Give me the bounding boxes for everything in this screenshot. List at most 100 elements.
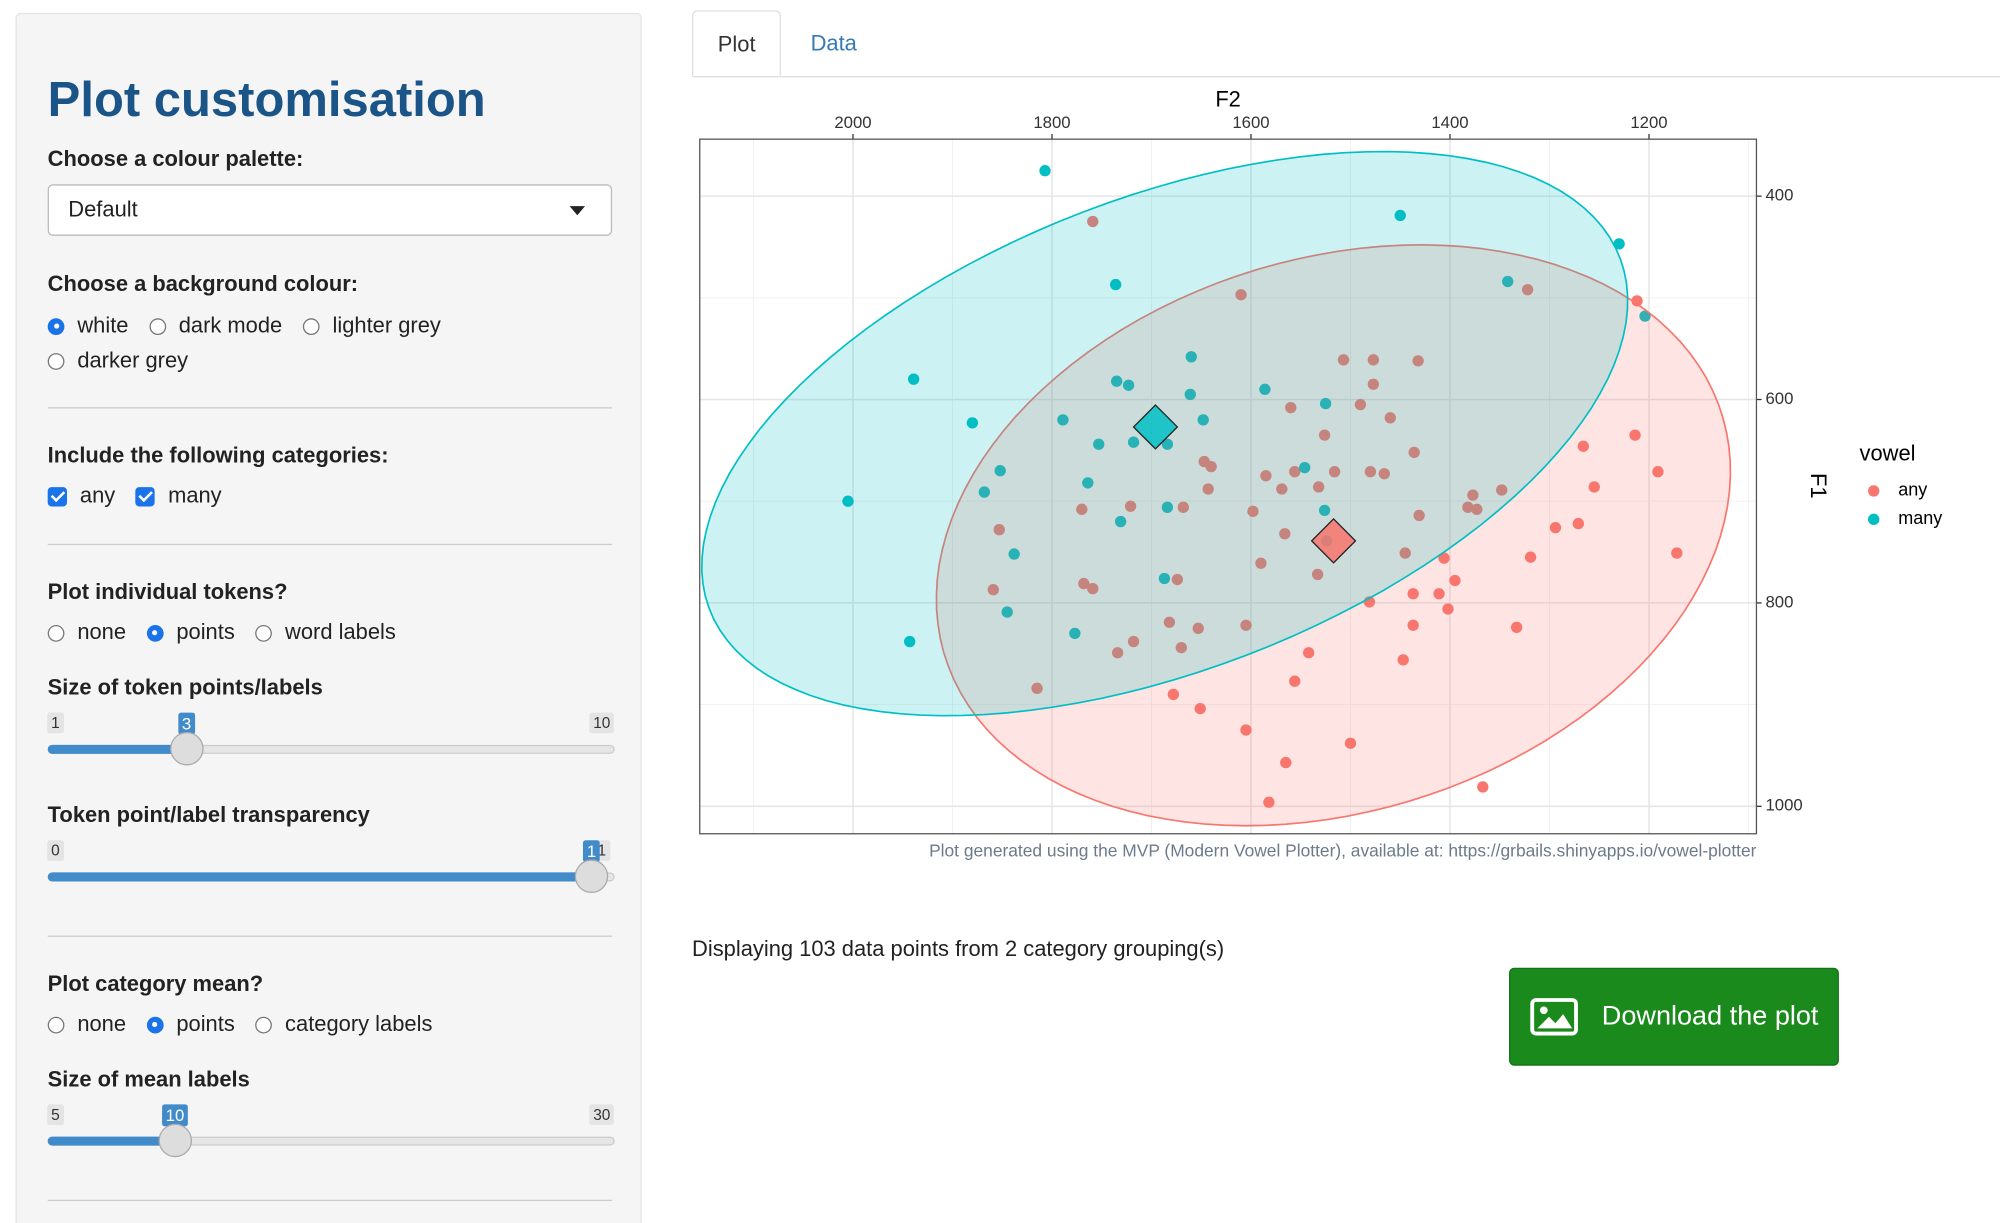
data-point <box>1510 621 1523 633</box>
mean-options: none points category labels <box>47 1011 615 1038</box>
data-point <box>987 584 999 596</box>
category-options: any many <box>47 483 615 509</box>
data-point <box>1318 504 1331 517</box>
radio-button <box>47 1016 65 1033</box>
data-point <box>1240 619 1252 631</box>
radio-option[interactable]: points <box>146 619 235 646</box>
caret <box>569 206 586 216</box>
radio-option[interactable]: none <box>47 620 126 646</box>
data-point <box>1082 477 1094 489</box>
checkbox-option[interactable]: many <box>135 483 222 509</box>
checkbox-label: many <box>168 483 222 508</box>
mean-point <box>1132 404 1179 450</box>
data-point <box>1367 354 1380 366</box>
data-point <box>993 524 1005 536</box>
data-point <box>1031 682 1043 695</box>
data-point <box>1109 278 1122 291</box>
tab[interactable]: Plot <box>692 10 782 77</box>
radio-option[interactable]: word labels <box>255 620 396 646</box>
slider-min: 5 <box>47 1104 64 1126</box>
divider <box>47 935 613 937</box>
radio-label: points <box>176 1011 235 1037</box>
slider-fill <box>47 872 592 882</box>
radio-button <box>47 352 65 370</box>
data-point <box>1312 481 1325 493</box>
tokens-label: Plot individual tokens? <box>47 579 288 605</box>
data-point <box>1289 466 1301 478</box>
data-point <box>1177 501 1189 513</box>
data-point <box>1502 275 1514 288</box>
radio-label: lighter grey <box>332 313 441 338</box>
data-point <box>1496 484 1508 496</box>
slider-min: 0 <box>47 840 64 861</box>
token-size-slider[interactable]: 1 10 3 <box>47 712 615 790</box>
mean-point <box>1310 518 1357 564</box>
data-point <box>1197 414 1209 426</box>
divider <box>47 543 613 546</box>
legend-title: vowel <box>1860 441 1916 466</box>
x-axis-title: F2 <box>1215 86 1241 111</box>
legend-marker <box>1868 513 1880 526</box>
plot-border <box>699 138 1758 835</box>
y-tick-label: 800 <box>1765 592 1793 611</box>
data-point <box>1289 675 1301 687</box>
radio-button <box>47 624 65 642</box>
slider-thumb[interactable] <box>169 731 204 766</box>
data-point <box>1467 489 1479 501</box>
data-point <box>1477 781 1489 793</box>
slider-thumb[interactable] <box>158 1123 192 1158</box>
data-point <box>1205 460 1217 473</box>
data-point <box>1413 509 1425 522</box>
data-point <box>1319 397 1332 410</box>
data-point <box>1087 215 1099 228</box>
radio-option[interactable]: dark mode <box>149 313 282 339</box>
token-size-label: Size of token points/labels <box>47 675 323 700</box>
slider-thumb[interactable] <box>574 859 609 894</box>
palette-select[interactable]: Default <box>47 184 613 236</box>
data-point <box>1384 412 1396 424</box>
radio-option[interactable]: lighter grey <box>302 313 441 339</box>
data-point <box>1588 481 1600 493</box>
data-point <box>1078 577 1090 590</box>
checkbox-option[interactable]: any <box>47 483 115 509</box>
data-point <box>994 465 1006 477</box>
data-point <box>907 373 920 385</box>
download-button[interactable]: Download the plot <box>1509 967 1839 1066</box>
radio-option[interactable]: darker grey <box>47 348 188 374</box>
radio-button <box>255 1016 273 1033</box>
checkbox <box>47 486 68 506</box>
radio-option[interactable]: none <box>47 1012 126 1038</box>
slider-fill <box>47 744 187 754</box>
slider-fill <box>47 1136 175 1146</box>
data-point <box>1524 551 1537 563</box>
data-point <box>1259 383 1271 396</box>
data-point <box>1127 635 1140 648</box>
radio-option[interactable]: white <box>47 313 128 339</box>
palette-label: Choose a colour palette: <box>47 146 304 172</box>
chart: 2000 1800 1600 1400 1200 400 600 800 1000 F2 F1 Plo… <box>699 86 1942 860</box>
data-point <box>1433 588 1445 600</box>
data-point <box>1397 654 1409 666</box>
data-point <box>1344 737 1357 749</box>
x-tick-label: 2000 <box>834 113 871 132</box>
data-point <box>1110 375 1123 387</box>
data-point <box>1240 724 1252 736</box>
data-point <box>1093 438 1105 450</box>
data-point <box>1303 647 1315 659</box>
slider-min: 1 <box>47 712 64 734</box>
tab[interactable]: Data <box>810 30 857 56</box>
radio-label: points <box>176 619 235 645</box>
palette-value: Default <box>68 197 138 222</box>
radio-option[interactable]: category labels <box>255 1012 432 1038</box>
radio-button <box>255 624 273 642</box>
legend-label: any <box>1898 480 1927 500</box>
data-point <box>966 417 979 429</box>
radio-option[interactable]: points <box>146 1011 235 1038</box>
data-point <box>1407 588 1419 600</box>
legend-marker <box>1868 485 1880 497</box>
data-point <box>1260 470 1272 482</box>
slider-value: 10 <box>161 1104 189 1127</box>
mean-size-slider[interactable]: 5 30 10 <box>47 1104 615 1181</box>
